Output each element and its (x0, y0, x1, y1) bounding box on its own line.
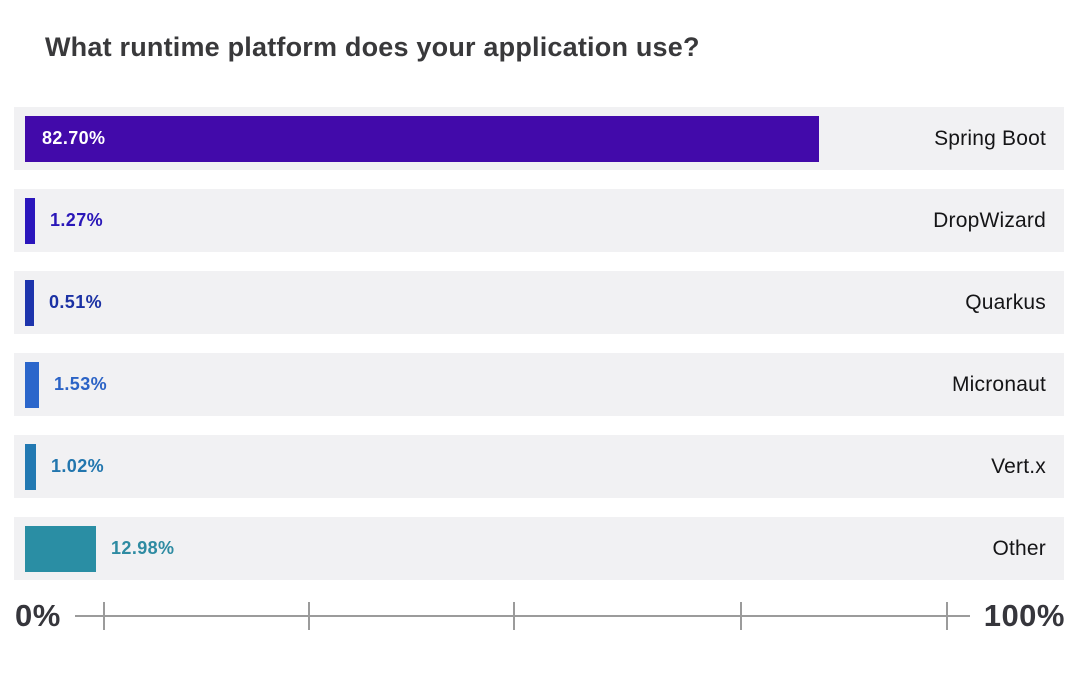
value-label-micronaut: 1.53% (54, 374, 108, 394)
axis-tick (102, 602, 105, 630)
category-label-spring-boot: Spring Boot (934, 126, 1046, 150)
value-label-other: 12.98% (111, 538, 175, 558)
value-label-vertx: 1.02% (51, 456, 105, 476)
value-label-quarkus: 0.51% (49, 292, 103, 312)
bar-dropwizard (25, 197, 35, 244)
axis-tick (308, 602, 311, 630)
chart-rows: 82.70% Spring Boot 1.27% DropWizard 0.51… (14, 107, 1064, 599)
axis-line (74, 602, 970, 630)
category-label-vertx: Vert.x (991, 454, 1046, 478)
bar-quarkus (25, 279, 34, 326)
chart-title: What runtime platform does your applicat… (45, 32, 700, 62)
chart-row-quarkus: 0.51% Quarkus (14, 271, 1064, 334)
bar-vertx (25, 443, 36, 490)
bar-other (25, 525, 96, 572)
chart-row-other: 12.98% Other (14, 517, 1064, 580)
axis-tick (946, 602, 949, 630)
chart-row-micronaut: 1.53% Micronaut (14, 353, 1064, 416)
bar-micronaut (25, 361, 39, 408)
value-label-spring-boot: 82.70% (42, 128, 106, 148)
axis-max-label: 100% (983, 598, 1065, 633)
chart-row-vertx: 1.02% Vert.x (14, 435, 1064, 498)
axis-tick (513, 602, 516, 630)
category-label-dropwizard: DropWizard (933, 208, 1046, 232)
bar-spring-boot: 82.70% (25, 115, 819, 162)
category-label-micronaut: Micronaut (951, 372, 1046, 396)
chart-row-dropwizard: 1.27% DropWizard (14, 189, 1064, 252)
value-label-dropwizard: 1.27% (50, 210, 104, 230)
axis-min-label: 0% (15, 598, 61, 633)
category-label-quarkus: Quarkus (965, 290, 1046, 314)
x-axis: 0% 100% (15, 598, 1065, 634)
axis-tick (739, 602, 742, 630)
category-label-other: Other (992, 536, 1046, 560)
chart-row-spring-boot: 82.70% Spring Boot (14, 107, 1064, 170)
